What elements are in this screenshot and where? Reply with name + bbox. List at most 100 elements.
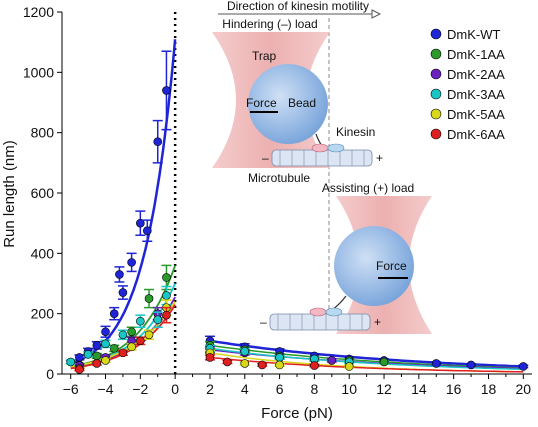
data-point xyxy=(92,351,102,361)
y-tick-label: 200 xyxy=(31,306,55,322)
x-tick-label: 18 xyxy=(481,381,497,397)
x-tick-label: −2 xyxy=(132,381,148,397)
y-tick-label: 1000 xyxy=(23,64,54,80)
legend-entry: DmK-1AA xyxy=(447,47,505,62)
minus-end-2: – xyxy=(260,315,267,329)
x-tick-label: 16 xyxy=(446,381,462,397)
data-point xyxy=(101,356,110,365)
bead-2 xyxy=(334,226,414,306)
y-tick-label: 1200 xyxy=(23,4,54,20)
x-tick-label: 20 xyxy=(516,381,532,397)
legend-entry: DmK-2AA xyxy=(447,67,505,82)
bead-1 xyxy=(248,64,328,144)
y-tick-label: 800 xyxy=(31,125,55,141)
data-point xyxy=(127,327,136,337)
legend-entry: DmK-6AA xyxy=(447,127,505,142)
data-point xyxy=(144,330,154,340)
x-axis-title: Force (pN) xyxy=(261,405,333,422)
data-point xyxy=(275,360,284,370)
series-dmk-6aa xyxy=(74,306,320,374)
data-point xyxy=(83,350,93,359)
data-point xyxy=(153,315,163,325)
legend-entry: DmK-WT xyxy=(447,27,500,42)
y-axis-title: Run length (nm) xyxy=(1,140,18,248)
y-tick-label: 600 xyxy=(31,185,55,201)
data-point xyxy=(223,357,232,367)
x-tick-label: 10 xyxy=(341,381,357,397)
data-point xyxy=(136,336,145,346)
data-point xyxy=(518,362,528,371)
data-point xyxy=(240,359,250,368)
data-point xyxy=(162,291,171,300)
data-point xyxy=(92,359,102,368)
microtubule-2 xyxy=(269,307,371,331)
data-point xyxy=(118,330,128,340)
data-point xyxy=(257,360,267,370)
data-point xyxy=(118,348,128,358)
data-point xyxy=(136,316,145,326)
data-point xyxy=(327,356,337,365)
force-label-2: Force xyxy=(376,259,407,273)
data-point xyxy=(162,86,171,95)
plus-end-2: + xyxy=(374,315,381,329)
data-point xyxy=(240,347,250,356)
minus-end-1: – xyxy=(262,151,269,165)
y-tick-label: 400 xyxy=(31,245,55,261)
data-point xyxy=(118,288,128,297)
data-point xyxy=(310,361,319,370)
data-point xyxy=(153,137,163,147)
plus-end-1: + xyxy=(376,151,383,165)
x-tick-label: 0 xyxy=(171,381,179,397)
assisting-label: Assisting (+) load xyxy=(322,181,414,195)
legend-marker xyxy=(430,108,442,120)
x-tick-label: 4 xyxy=(241,381,249,397)
direction-label: Direction of kinesin motility xyxy=(227,0,369,13)
data-point xyxy=(66,357,76,367)
data-point xyxy=(115,270,124,279)
data-point xyxy=(101,327,110,337)
data-point xyxy=(162,310,171,320)
data-point xyxy=(75,365,84,374)
kinesin-label: Kinesin xyxy=(336,125,375,139)
legend: DmK-WT DmK-1AA DmK-2AA DmK-3AA DmK-5AA DmK-6A… xyxy=(430,27,505,142)
legend-entry: DmK-5AA xyxy=(447,107,505,122)
x-tick-label: −4 xyxy=(98,381,114,397)
bead-label: Bead xyxy=(288,96,316,110)
hindering-label: Hindering (–) load xyxy=(222,17,317,31)
data-point xyxy=(92,341,102,350)
microtubule-label: Microtubule xyxy=(248,171,310,185)
x-tick-label: 12 xyxy=(376,381,392,397)
data-point xyxy=(109,309,119,318)
force-label-1: Force xyxy=(246,96,277,110)
data-points xyxy=(65,50,529,374)
x-tick-label: −6 xyxy=(63,381,79,397)
x-tick-label: 14 xyxy=(411,381,427,397)
data-point xyxy=(162,273,171,282)
data-point xyxy=(127,342,136,352)
legend-marker xyxy=(430,128,442,140)
data-point xyxy=(127,258,136,267)
data-point xyxy=(142,226,152,236)
data-point xyxy=(431,359,441,368)
y-tick-label: 0 xyxy=(46,366,54,382)
trap-label: Trap xyxy=(252,49,277,63)
legend-marker xyxy=(430,48,442,60)
data-point xyxy=(109,344,119,353)
direction-arrow-head xyxy=(371,9,382,19)
legend-marker xyxy=(430,28,442,40)
data-point xyxy=(136,218,145,228)
legend-marker xyxy=(430,88,442,100)
legend-entry: DmK-3AA xyxy=(447,87,505,102)
x-tick-label: 6 xyxy=(276,381,284,397)
data-point xyxy=(144,294,154,303)
legend-marker xyxy=(430,68,442,80)
data-point xyxy=(379,357,389,367)
data-point xyxy=(75,353,84,362)
data-point xyxy=(101,339,110,349)
data-point xyxy=(275,353,284,362)
axes: −6 −4 −2 0 2 4 6 8 10 12 14 16 18 2002004006008001000… xyxy=(23,4,532,397)
inset-diagram: Direction of kinesin motility Hindering … xyxy=(212,0,432,334)
x-tick-label: 8 xyxy=(311,381,319,397)
x-tick-label: 2 xyxy=(206,381,214,397)
